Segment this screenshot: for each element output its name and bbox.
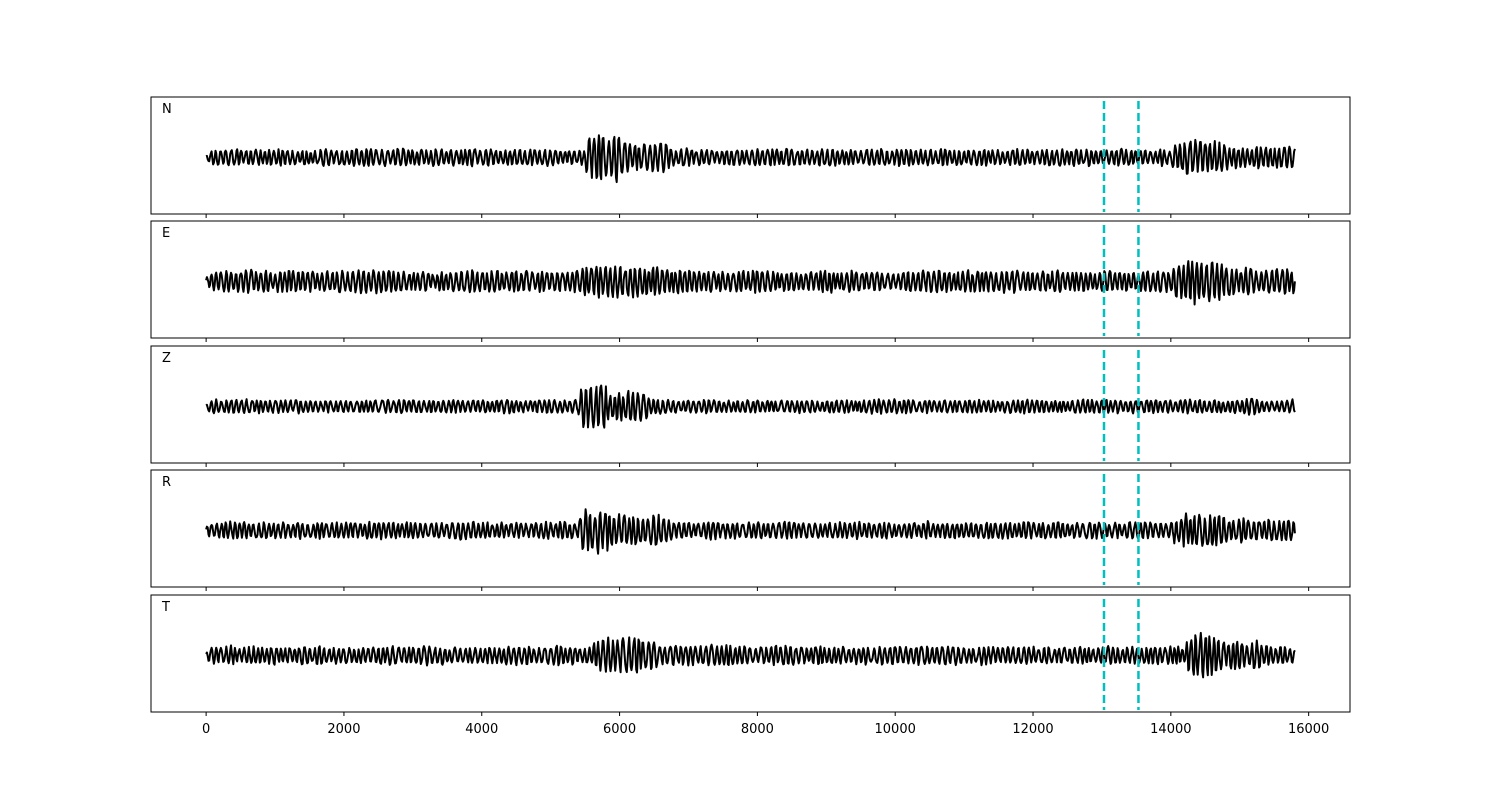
- panel-e: E: [150, 220, 1351, 342]
- channel-label: N: [162, 102, 172, 117]
- trace-z: [205, 384, 1296, 429]
- panel-frame: [150, 220, 1351, 339]
- panel-r: R: [150, 469, 1351, 591]
- panels-group: N E Z R T: [150, 96, 1351, 716]
- trace-n: [205, 134, 1296, 184]
- x-tick-label: 4000: [465, 722, 498, 737]
- x-tick-label: 12000: [1012, 722, 1053, 737]
- channel-label: R: [162, 475, 171, 490]
- trace-t: [205, 631, 1296, 679]
- x-tick-label: 8000: [741, 722, 774, 737]
- trace-r: [205, 508, 1296, 555]
- panel-z: Z: [150, 345, 1351, 467]
- x-axis: 0 2000 4000 6000 8000 10000 12000 14000 16000: [202, 722, 1329, 737]
- channel-label: Z: [162, 351, 171, 366]
- x-tick-label: 2000: [327, 722, 360, 737]
- channel-label: T: [161, 600, 170, 615]
- x-tick-label: 14000: [1150, 722, 1191, 737]
- x-tick-label: 0: [202, 722, 210, 737]
- panel-n: N: [150, 96, 1351, 218]
- x-tick-label: 6000: [603, 722, 636, 737]
- channel-label: E: [162, 226, 170, 241]
- trace-e: [205, 260, 1296, 306]
- panel-t: T: [150, 594, 1351, 716]
- x-tick-label: 10000: [875, 722, 916, 737]
- x-tick-label: 16000: [1288, 722, 1329, 737]
